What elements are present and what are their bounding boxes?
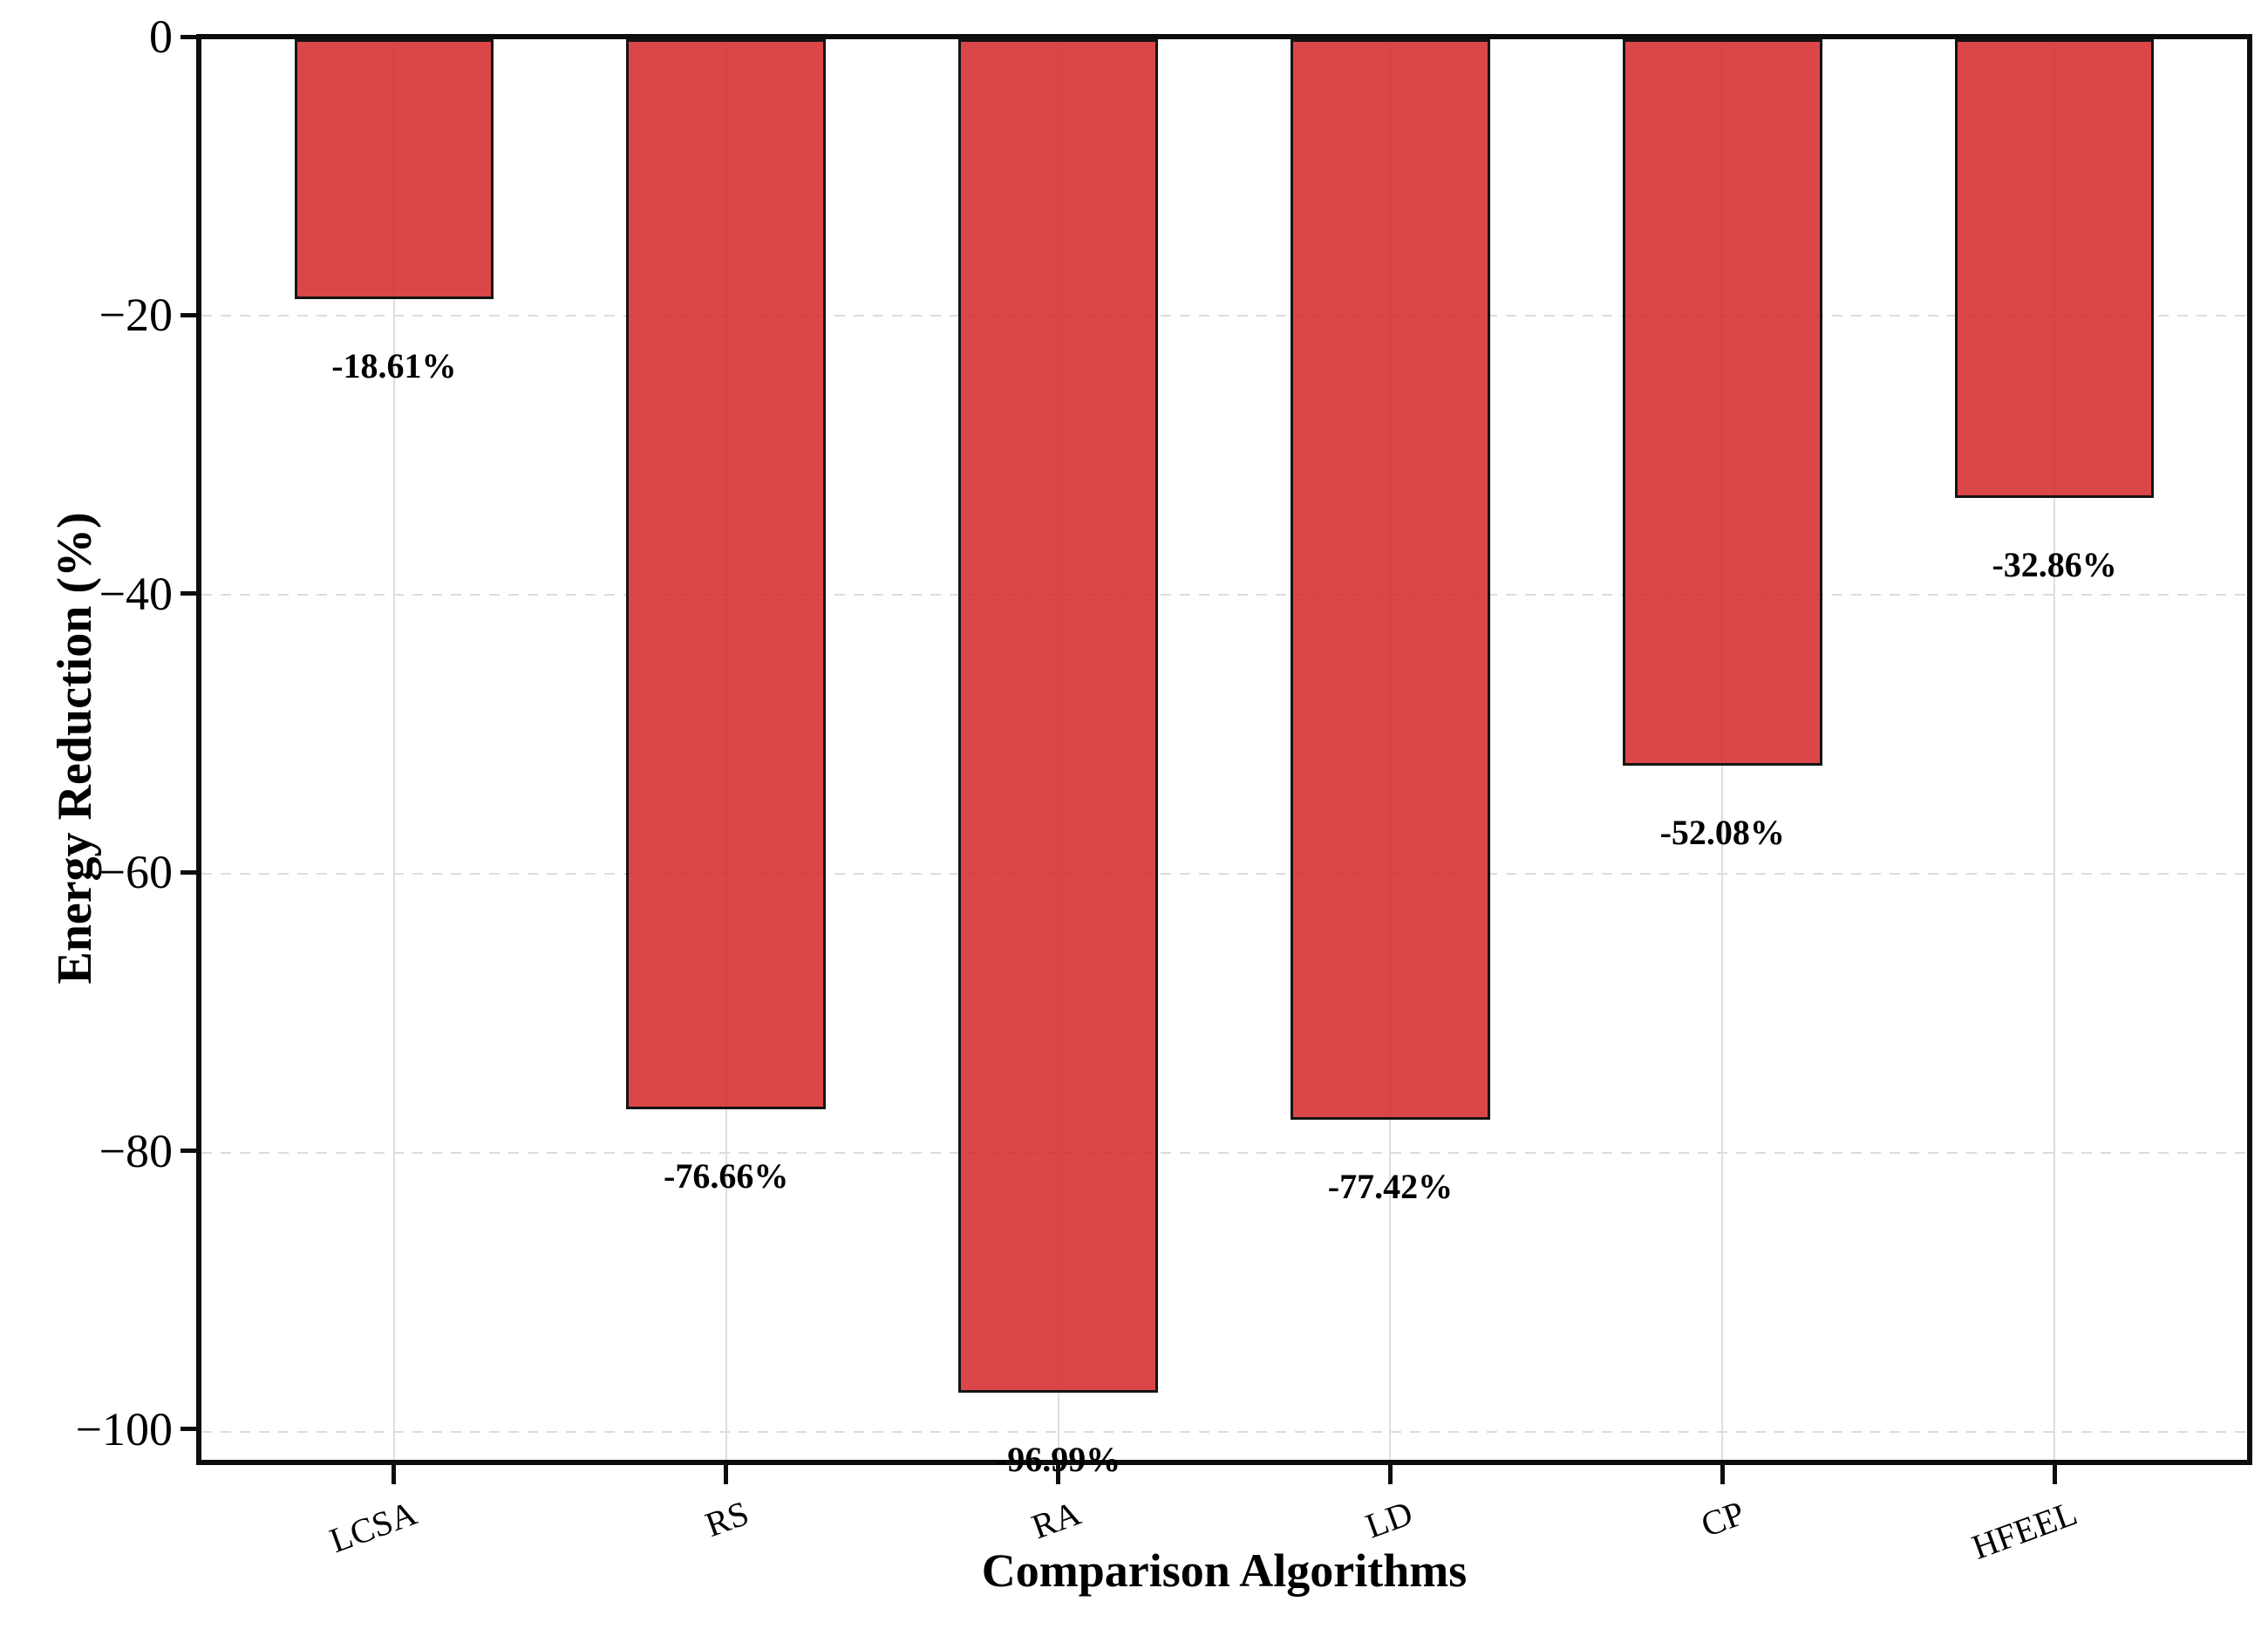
y-gridline [201, 1152, 2247, 1155]
bar-value-label: -18.61% [331, 345, 457, 385]
y-tick [180, 591, 199, 596]
bar-value-label: -76.66% [664, 1155, 789, 1196]
y-tick-label: −60 [99, 846, 173, 899]
y-tick-label: −80 [99, 1124, 173, 1177]
bar-hfeel [1954, 39, 2155, 498]
y-tick [180, 869, 199, 875]
y-tick [180, 34, 199, 39]
y-tick-label: −40 [99, 567, 173, 620]
bar-value-label: -52.08% [1659, 813, 1785, 853]
bar-cp [1623, 39, 1822, 767]
x-tick [1056, 1465, 1061, 1484]
bar-layer [201, 39, 2247, 1460]
y-gridline [201, 1431, 2247, 1434]
bar-ld [1291, 39, 1490, 1120]
bar-ra [958, 39, 1158, 1394]
x-tick [724, 1465, 729, 1484]
y-gridline [201, 594, 2247, 596]
x-tick-label-lcsa: LCSA [324, 1493, 422, 1561]
x-gridline [392, 39, 395, 1460]
x-tick-label-cp: CP [1696, 1493, 1750, 1545]
y-tick [180, 1148, 199, 1154]
bar-lcsa [294, 39, 494, 299]
y-axis-title: Energy Reduction (%) [48, 512, 102, 985]
bar-value-label: -77.42% [1327, 1166, 1454, 1206]
y-gridline [201, 315, 2247, 317]
x-tick [2052, 1465, 2057, 1484]
value-label-layer: -18.61% -76.66% -96.99% -77.42% -52.08% -32.8… [201, 39, 2247, 1479]
x-tick [1720, 1465, 1725, 1484]
bar-value-label: -32.86% [1992, 544, 2117, 584]
x-tick-label-ra: RA [1026, 1493, 1086, 1547]
y-tick-label: −100 [75, 1402, 173, 1455]
x-tick [1387, 1465, 1393, 1484]
x-axis-title: Comparison Algorithms [981, 1544, 1468, 1597]
bar-rs [626, 39, 826, 1109]
y-gridline [201, 873, 2247, 876]
x-gridline [2053, 39, 2056, 1460]
y-tick-label: 0 [149, 10, 173, 63]
y-tick [180, 312, 199, 317]
x-tick [392, 1465, 397, 1484]
x-tick-label-hfeel: HFEEL [1966, 1493, 2082, 1567]
y-tick [180, 1427, 199, 1432]
plot-area: -18.61% -76.66% -96.99% -77.42% -52.08% -32.8… [196, 34, 2252, 1479]
x-tick-label-rs: RS [699, 1493, 754, 1545]
y-tick-label: −20 [99, 289, 173, 342]
x-tick-label-ld: LD [1360, 1493, 1418, 1546]
